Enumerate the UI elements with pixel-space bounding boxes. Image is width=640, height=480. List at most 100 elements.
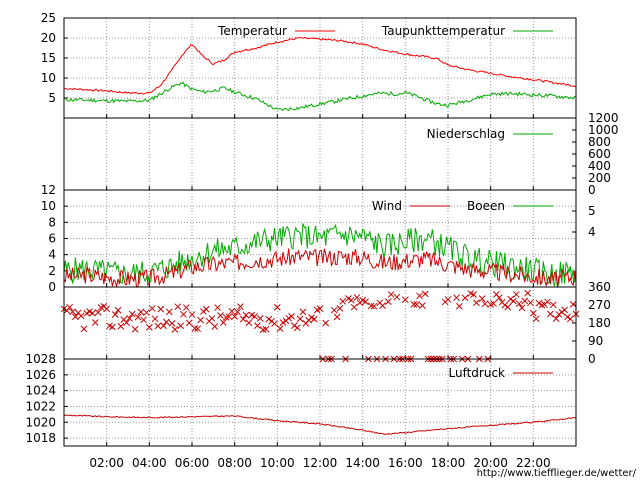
- xaxis-tick-label-1: 04:00: [132, 456, 167, 470]
- winddir-marker: [384, 298, 392, 306]
- xaxis-tick-label-6: 14:00: [345, 456, 380, 470]
- winddir-marker: [171, 326, 179, 333]
- winddir-marker: [544, 298, 551, 306]
- winddir-marker: [251, 313, 258, 320]
- winddir-marker: [461, 294, 469, 302]
- winddir-marker: [245, 319, 253, 327]
- winddir-marker: [393, 293, 401, 301]
- pressure-ytick-label-0: 1018: [25, 431, 56, 445]
- winddir-marker: [89, 309, 96, 317]
- pressure-legend-label: Luftdruck: [448, 366, 505, 380]
- winddir-marker: [416, 292, 423, 300]
- winddir-marker: [174, 303, 182, 311]
- temp-ytick-label-1: 10: [41, 71, 56, 85]
- gust-legend-label: Boeen: [467, 199, 505, 213]
- winddir-marker: [470, 291, 477, 298]
- dewpoint-legend-label: Taupunkttemperatur: [381, 24, 505, 38]
- winddir-marker: [254, 322, 261, 330]
- winddir-marker: [228, 307, 236, 315]
- wind-ytick-label-4: 8: [48, 215, 56, 229]
- winddir-marker: [532, 315, 540, 323]
- winddir-marker: [350, 303, 358, 311]
- xaxis-tick-label-9: 20:00: [473, 456, 508, 470]
- winddir-marker: [145, 323, 153, 331]
- winddir-marker: [353, 294, 361, 301]
- winddir-marker: [237, 303, 244, 310]
- xaxis-tick-label-2: 06:00: [175, 456, 210, 470]
- wind-legend-label: Wind: [372, 199, 402, 213]
- winddir-marker: [336, 305, 344, 312]
- winddir-marker: [72, 313, 79, 321]
- rain-ytick-label-5: 1000: [588, 123, 619, 137]
- winddir-marker: [191, 325, 199, 332]
- rain-ytick-label-3: 600: [588, 147, 611, 161]
- pressure-ytick-label-4: 1026: [25, 368, 56, 382]
- winddir-marker: [561, 306, 568, 314]
- pressure-ytick-label-3: 1024: [25, 384, 56, 398]
- winddir-marker: [367, 302, 375, 310]
- winddir-marker: [564, 313, 571, 321]
- winddir-marker: [77, 312, 85, 320]
- winddir-marker: [114, 306, 122, 314]
- winddir-marker: [214, 304, 221, 311]
- winddir-marker: [109, 323, 116, 331]
- xaxis-tick-label-10: 22:00: [516, 456, 551, 470]
- winddir-ytick-label-2: 180: [588, 316, 611, 330]
- wind-ytick-label-1: 2: [48, 264, 56, 278]
- winddir-marker: [310, 315, 318, 323]
- temp-ytick-label-0: 5: [48, 91, 56, 105]
- winddir-marker: [288, 313, 295, 320]
- winddir-marker: [123, 319, 130, 327]
- winddir-marker: [165, 308, 173, 316]
- winddir-marker: [234, 308, 241, 316]
- winddir-marker: [518, 304, 526, 312]
- pressure-ytick-label-2: 1022: [25, 399, 56, 413]
- winddir-marker: [256, 315, 264, 322]
- pressure-line: [63, 414, 577, 435]
- winddir-marker: [208, 315, 216, 322]
- winddir-marker: [387, 291, 395, 298]
- wind-ytick-label-5: 10: [41, 199, 56, 213]
- winddir-marker: [163, 318, 170, 326]
- winddir-marker: [512, 291, 520, 298]
- winddir-marker: [128, 310, 136, 318]
- winddir-marker: [103, 305, 111, 313]
- winddir-marker: [143, 309, 150, 316]
- xaxis-tick-label-7: 16:00: [388, 456, 423, 470]
- winddir-marker: [126, 314, 133, 322]
- winddir-marker: [504, 303, 512, 311]
- winddir-marker: [495, 294, 503, 301]
- xaxis-tick-label-8: 18:00: [431, 456, 466, 470]
- winddir-marker: [419, 302, 426, 309]
- rain-ytick-label-6: 1200: [588, 111, 619, 125]
- xaxis-tick-label-5: 12:00: [303, 456, 338, 470]
- wind-y2tick-label-0: 4: [588, 225, 596, 239]
- winddir-marker: [279, 319, 287, 326]
- winddir-marker: [242, 311, 250, 319]
- winddir-marker: [131, 325, 139, 333]
- winddir-marker: [197, 316, 204, 324]
- winddir-marker: [569, 300, 577, 308]
- winddir-marker: [453, 294, 460, 302]
- winddir-marker: [148, 305, 156, 312]
- winddir-marker: [501, 301, 509, 309]
- winddir-ytick-label-1: 90: [588, 334, 603, 348]
- winddir-marker: [347, 296, 355, 304]
- winddir-marker: [225, 313, 233, 321]
- winddir-marker: [91, 319, 99, 326]
- winddir-marker: [370, 302, 378, 310]
- winddir-marker: [168, 320, 176, 327]
- winddir-marker: [66, 303, 74, 311]
- temperature-legend-label: Temperatur: [217, 24, 287, 38]
- winddir-marker: [137, 308, 145, 316]
- winddir-marker: [507, 295, 514, 303]
- winddir-marker: [185, 319, 193, 327]
- winddir-marker: [552, 315, 560, 322]
- winddir-marker: [515, 300, 523, 308]
- wind-ytick-label-3: 6: [48, 232, 56, 246]
- winddir-marker: [322, 319, 330, 327]
- winddir-marker: [296, 315, 304, 323]
- winddir-marker: [239, 315, 247, 323]
- winddir-marker: [219, 319, 227, 326]
